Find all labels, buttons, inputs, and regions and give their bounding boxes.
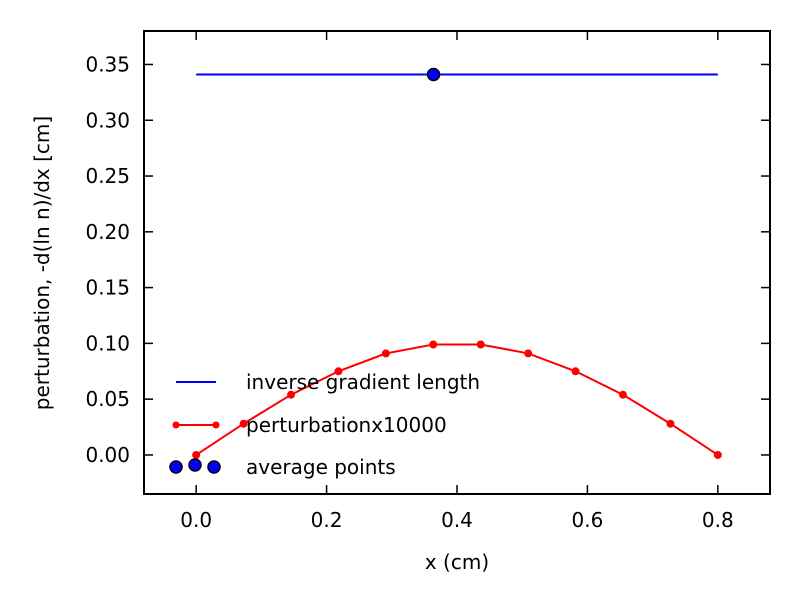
data-point-perturbationx10000 (713, 450, 722, 459)
legend-marker-average-points (169, 460, 183, 474)
y-tick-label: 0.20 (85, 220, 130, 244)
y-tick-label: 0.30 (85, 108, 130, 132)
x-tick-label: 0.2 (311, 508, 343, 532)
legend-label-perturbationx10000: perturbationx10000 (246, 413, 447, 437)
data-point-perturbationx10000 (381, 349, 390, 358)
data-point-perturbationx10000 (287, 390, 296, 399)
legend-marker-average-points (207, 460, 221, 474)
y-tick-label: 0.25 (85, 164, 130, 188)
x-tick-label: 0.0 (180, 508, 212, 532)
x-tick-label: 0.6 (572, 508, 604, 532)
data-point-perturbationx10000 (666, 419, 675, 428)
y-axis: 0.00 0.05 0.10 0.15 0.20 0.25 0.30 0.35 (85, 52, 770, 467)
y-tick-label: 0.15 (85, 276, 130, 300)
data-point-perturbationx10000 (429, 340, 438, 349)
x-axis-label: x (cm) (425, 550, 489, 574)
data-point-perturbationx10000 (334, 367, 343, 376)
legend-marker-perturbationx10000 (212, 421, 220, 429)
x-tick-label: 0.8 (702, 508, 734, 532)
series-line-perturbationx10000 (195, 343, 719, 456)
data-point-perturbationx10000 (192, 450, 201, 459)
y-tick-label: 0.00 (85, 443, 130, 467)
legend-marker-average-points (188, 458, 202, 472)
data-point-perturbationx10000 (571, 367, 580, 376)
legend-marker-perturbationx10000 (172, 421, 180, 429)
y-tick-label: 0.35 (85, 52, 130, 76)
plot-frame (143, 30, 771, 495)
plot-marks (192, 67, 722, 459)
data-point-perturbationx10000 (476, 340, 485, 349)
x-axis: 0.0 0.2 0.4 0.6 0.8 (180, 31, 734, 532)
legend-label-average-points: average points (246, 455, 396, 479)
y-tick-label: 0.10 (85, 331, 130, 355)
data-point-perturbationx10000 (239, 419, 248, 428)
legend-label-inverse-gradient-length: inverse gradient length (246, 370, 480, 394)
data-point-perturbationx10000 (618, 390, 627, 399)
x-tick-label: 0.4 (441, 508, 473, 532)
y-tick-label: 0.05 (85, 387, 130, 411)
y-axis-label: perturbation, -d(ln n)/dx [cm] (30, 116, 54, 410)
data-point-perturbationx10000 (524, 349, 533, 358)
legend: inverse gradient length perturbationx1000… (169, 370, 480, 479)
scatter-point-average-points (426, 67, 441, 82)
